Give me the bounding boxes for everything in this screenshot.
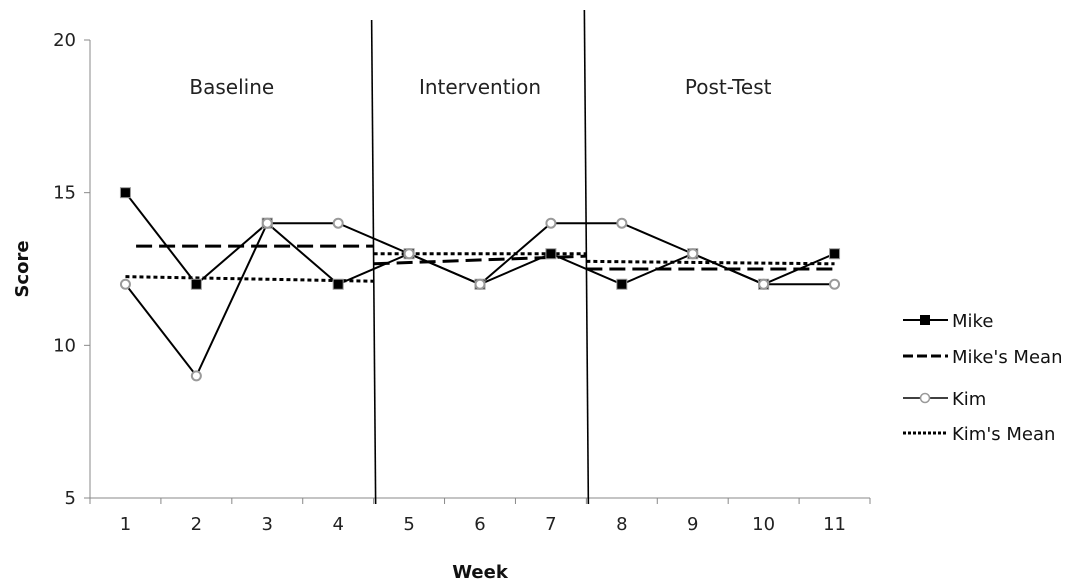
data-markers [120, 188, 839, 381]
x-tick-label: 6 [474, 514, 485, 535]
x-tick-label: 11 [823, 514, 846, 535]
legend-label: Kim's Mean [952, 424, 1055, 445]
axes [84, 40, 870, 504]
data-point-circle [546, 219, 555, 228]
legend-label: Mike [952, 311, 993, 332]
data-point-square [120, 188, 130, 198]
x-tick-label: 3 [262, 514, 273, 535]
data-point-square [830, 249, 840, 259]
phase-label: Baseline [189, 75, 274, 99]
data-point-square [333, 279, 343, 289]
data-point-circle [688, 249, 697, 258]
x-tick-label: 5 [403, 514, 414, 535]
tick-labels: 5 10 15 20 1 2 3 4 5 6 7 8 9 10 11 [53, 30, 846, 535]
data-point-circle [334, 219, 343, 228]
x-axis-title: Week [452, 562, 509, 583]
data-point-circle [192, 371, 201, 380]
data-point-circle [830, 280, 839, 289]
x-tick-label: 8 [616, 514, 627, 535]
data-point-circle [263, 219, 272, 228]
phase-label: Post-Test [685, 75, 772, 99]
series-line-mike [125, 193, 834, 285]
phase-divider-line [372, 20, 376, 504]
x-tick-label: 10 [752, 514, 775, 535]
legend-label: Kim [952, 389, 986, 410]
x-tick-label: 4 [332, 514, 343, 535]
mean-lines [125, 246, 834, 281]
data-point-circle [405, 249, 414, 258]
y-tick-label: 5 [65, 488, 76, 509]
y-tick-label: 10 [53, 335, 76, 356]
legend-label: Mike's Mean [952, 347, 1062, 368]
legend-swatch-square [920, 315, 930, 325]
phase-label: Intervention [419, 75, 541, 99]
phase-labels: Baseline Intervention Post-Test [189, 75, 771, 99]
data-point-circle [476, 280, 485, 289]
y-tick-label: 15 [53, 183, 76, 204]
data-point-circle [759, 280, 768, 289]
x-tick-label: 7 [545, 514, 556, 535]
data-point-square [546, 249, 556, 259]
x-tick-label: 9 [687, 514, 698, 535]
x-tick-label: 1 [120, 514, 131, 535]
legend: Mike Mike's Mean Kim Kim's Mean [903, 311, 1062, 445]
x-tick-label: 2 [191, 514, 202, 535]
data-point-square [191, 279, 201, 289]
data-point-square [617, 279, 627, 289]
legend-swatch-circle [921, 394, 930, 403]
y-axis-title: Score [12, 240, 33, 297]
data-point-circle [617, 219, 626, 228]
y-tick-label: 20 [53, 30, 76, 51]
data-point-circle [121, 280, 130, 289]
